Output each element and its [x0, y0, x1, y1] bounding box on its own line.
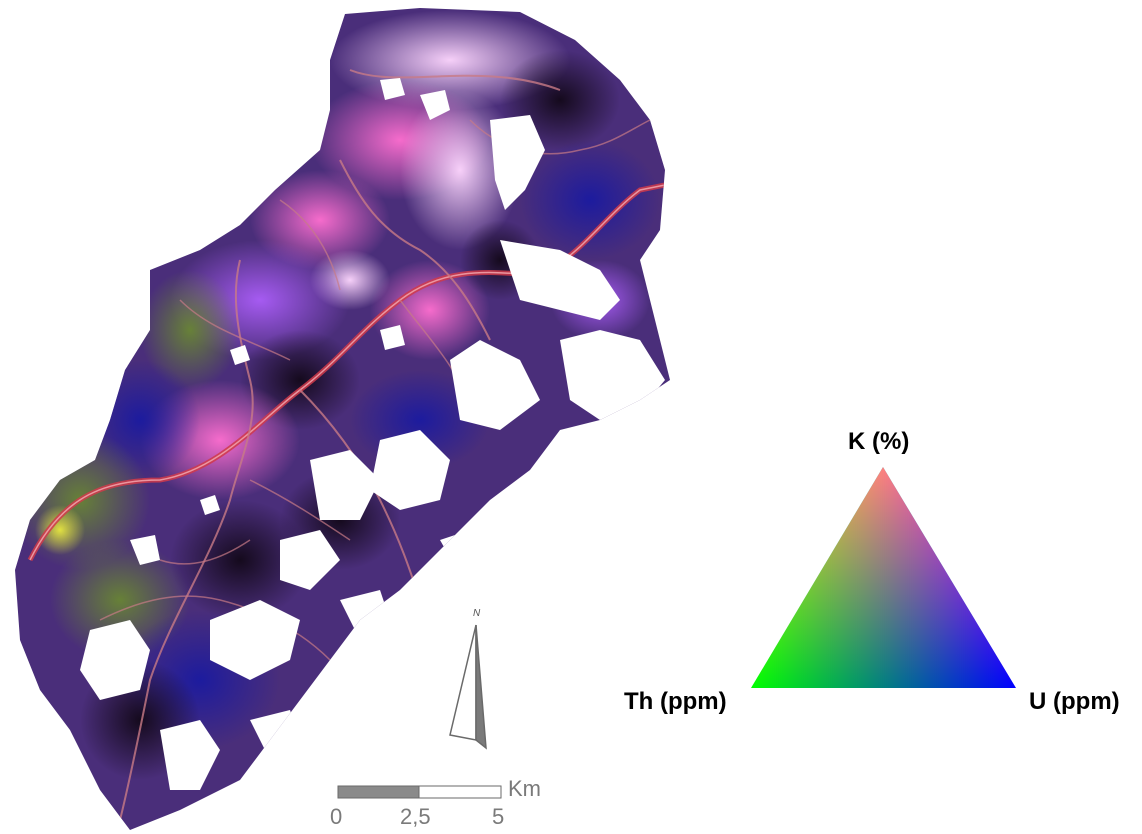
ternary-label-th: Th (ppm)	[624, 688, 727, 715]
ternary-label-k: K (%)	[848, 428, 910, 455]
road-network	[27, 69, 666, 821]
north-arrow	[449, 624, 487, 750]
scale-bar-dark-segment	[337, 785, 420, 799]
north-arrow-right-half	[475, 624, 487, 750]
scale-unit: Km	[508, 776, 541, 801]
ternary-label-u: U (ppm)	[1029, 688, 1120, 715]
ternary-legend	[751, 467, 1016, 688]
water-bodies	[80, 78, 665, 790]
scale-bar	[337, 785, 502, 799]
scale-tick-end: 5	[492, 804, 505, 829]
scale-tick-0: 0	[330, 804, 343, 829]
scale-tick-mid: 2,5	[400, 804, 431, 829]
north-arrow-left-half	[449, 624, 477, 741]
scale-bar-light-segment	[418, 785, 502, 799]
ternary-triangle-k-overlay	[751, 467, 1016, 688]
geophysics-raster-map	[15, 8, 670, 830]
north-arrow-label: N	[473, 608, 481, 619]
